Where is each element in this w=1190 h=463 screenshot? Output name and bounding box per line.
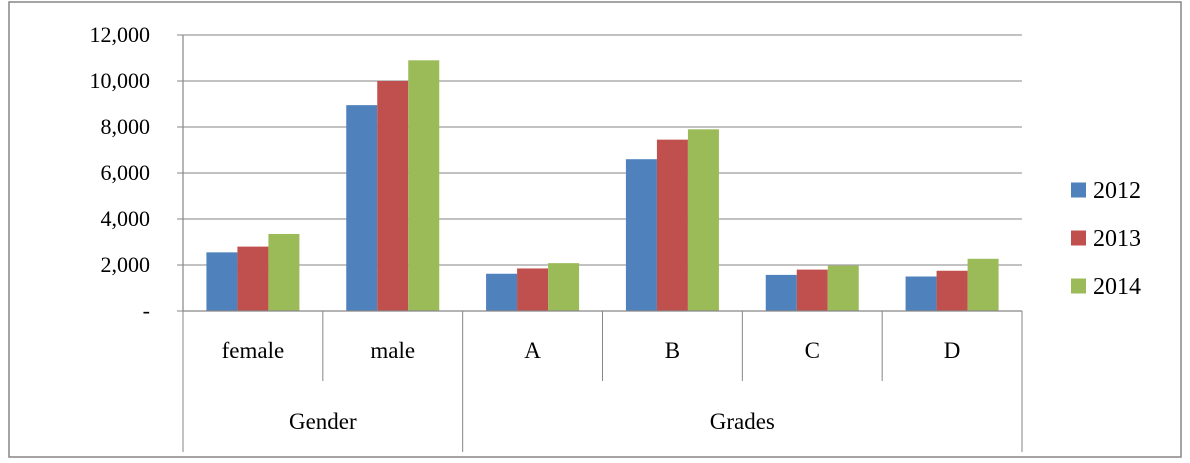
x-group-label: Gender — [289, 409, 357, 434]
chart-frame — [8, 1, 1182, 458]
x-category-label: female — [222, 338, 285, 363]
x-axis: female male A B C D Gender Grades — [182, 35, 1023, 452]
y-tick-label: 8,000 — [101, 114, 151, 139]
y-tick-label: 6,000 — [101, 160, 151, 185]
bar-2013-D — [936, 270, 968, 311]
bar-2012-female — [206, 252, 238, 311]
bar-2012-male — [346, 105, 378, 312]
bar-2013-female — [237, 246, 269, 311]
x-category-label: B — [665, 338, 680, 363]
bar-2014-D — [967, 258, 999, 311]
gridlines — [183, 34, 1022, 266]
legend-label: 2013 — [1093, 226, 1141, 252]
bar-2013-A — [517, 268, 549, 311]
x-category-label: male — [370, 338, 415, 363]
bar-2013-male — [377, 81, 409, 311]
y-tick-label: - — [143, 298, 150, 323]
legend-swatch-2013 — [1071, 230, 1086, 246]
bar-2013-B — [656, 139, 688, 311]
x-group-label: Grades — [710, 409, 775, 434]
bar-2014-A — [548, 263, 580, 311]
bar-2012-C — [765, 274, 797, 311]
legend-label: 2012 — [1093, 178, 1141, 204]
bars — [206, 60, 999, 312]
x-category-label: A — [524, 338, 541, 363]
bar-2013-C — [796, 269, 828, 311]
y-tick-label: 10,000 — [90, 68, 151, 93]
legend-swatch-2014 — [1071, 278, 1086, 294]
bar-2014-C — [827, 265, 859, 311]
legend-swatch-2012 — [1071, 182, 1086, 198]
x-category-label: D — [944, 338, 961, 363]
bar-2014-female — [268, 233, 300, 311]
y-tick-label: 4,000 — [101, 206, 151, 231]
y-tick-label: 12,000 — [90, 22, 151, 47]
legend-label: 2014 — [1093, 274, 1141, 300]
bar-2012-B — [625, 159, 657, 311]
legend: 2012 2013 2014 — [1071, 178, 1141, 300]
x-category-label: C — [805, 338, 820, 363]
y-tick-label: 2,000 — [101, 252, 151, 277]
bar-2012-D — [905, 276, 937, 311]
bar-2014-B — [687, 129, 719, 311]
bar-2012-A — [486, 273, 518, 311]
bar-2014-male — [408, 60, 440, 311]
y-axis-ticks: - 2,000 4,000 6,000 8,000 10,000 12,000 — [90, 22, 183, 323]
